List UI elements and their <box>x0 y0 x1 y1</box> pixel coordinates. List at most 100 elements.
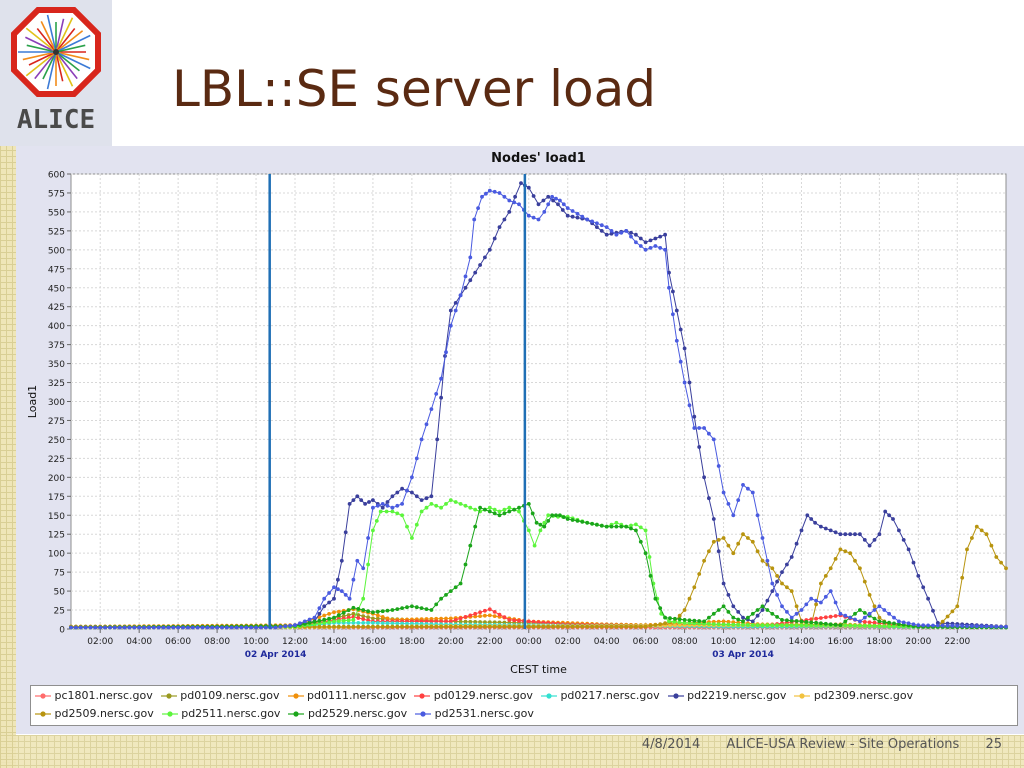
data-point <box>550 194 554 199</box>
data-point <box>419 437 424 442</box>
data-point <box>502 194 507 199</box>
data-point <box>205 625 210 630</box>
data-point <box>702 475 706 480</box>
data-point <box>434 619 439 624</box>
data-point <box>667 619 671 624</box>
data-point <box>634 240 638 245</box>
data-point <box>877 615 882 620</box>
x-tick-label: 10:00 <box>243 637 269 647</box>
data-point <box>156 625 161 630</box>
data-point <box>361 608 366 612</box>
data-point <box>400 621 404 626</box>
data-point <box>468 255 473 260</box>
data-point <box>678 327 683 332</box>
x-tick-label: 18:00 <box>399 637 425 647</box>
data-point <box>770 581 775 586</box>
data-point <box>804 602 809 607</box>
data-point <box>755 608 760 612</box>
data-point <box>595 522 599 527</box>
data-point <box>473 624 478 629</box>
data-point <box>711 539 716 544</box>
data-point <box>671 289 675 294</box>
data-point <box>643 528 648 533</box>
data-point <box>794 541 799 546</box>
legend-entry: pd2511.nersc.gov <box>161 707 280 720</box>
data-point <box>390 608 395 612</box>
data-point <box>775 593 779 597</box>
data-point <box>487 188 492 193</box>
y-tick-label: 175 <box>48 493 65 503</box>
data-point <box>678 359 683 364</box>
data-point <box>823 526 828 531</box>
data-point <box>819 616 823 620</box>
data-point <box>473 507 478 512</box>
data-point <box>473 524 478 529</box>
data-point <box>731 513 736 518</box>
data-point <box>332 615 336 620</box>
data-point <box>867 620 872 625</box>
data-point <box>463 285 468 290</box>
data-point <box>395 624 400 629</box>
y-tick-label: 300 <box>48 398 65 408</box>
data-point <box>405 605 409 610</box>
data-point <box>497 513 502 518</box>
data-point <box>336 587 340 592</box>
data-point <box>478 620 482 624</box>
data-point <box>813 520 817 525</box>
data-point <box>497 225 502 229</box>
data-point <box>435 437 440 442</box>
data-point <box>327 612 331 616</box>
data-point <box>473 614 478 619</box>
logo-ray <box>55 51 90 61</box>
y-tick-label: 150 <box>48 512 65 522</box>
y-tick-label: 375 <box>48 341 65 351</box>
data-point <box>877 604 882 609</box>
data-point <box>69 625 73 630</box>
data-point <box>317 624 322 629</box>
data-point <box>609 624 614 629</box>
data-point <box>716 622 721 627</box>
x-tick-label: 02:00 <box>555 637 581 647</box>
data-point <box>716 549 721 554</box>
data-point <box>770 611 775 616</box>
data-point <box>336 613 341 618</box>
data-point <box>414 456 419 461</box>
data-point <box>799 623 804 628</box>
data-point <box>760 604 765 609</box>
data-point <box>853 532 857 537</box>
data-point <box>911 622 916 627</box>
data-point <box>780 570 784 574</box>
data-point <box>647 555 652 559</box>
data-point <box>200 625 205 630</box>
data-point <box>390 505 395 510</box>
data-point <box>367 500 371 504</box>
x-tick-label: 12:00 <box>282 637 308 647</box>
x-tick-label: 18:00 <box>866 637 892 647</box>
data-point <box>117 625 122 630</box>
data-point <box>726 593 731 597</box>
data-point <box>619 624 624 629</box>
data-point <box>554 513 558 518</box>
data-point <box>385 616 390 621</box>
data-point <box>530 511 535 516</box>
data-point <box>877 624 882 628</box>
data-point <box>892 615 896 620</box>
data-point <box>955 604 960 609</box>
data-point <box>775 574 779 578</box>
data-point <box>687 596 692 601</box>
data-point <box>882 624 887 628</box>
data-point <box>502 511 507 516</box>
data-point <box>453 308 458 313</box>
data-point <box>984 532 989 537</box>
data-point <box>366 618 370 623</box>
data-point <box>351 498 356 502</box>
data-point <box>721 604 726 609</box>
data-point <box>892 624 896 629</box>
y-tick-label: 425 <box>48 303 65 313</box>
data-point <box>410 475 414 480</box>
x-tick-label: 02:00 <box>87 637 113 647</box>
data-point <box>965 547 969 552</box>
data-point <box>405 621 409 626</box>
decorative-grid-bottom <box>0 735 1024 768</box>
data-point <box>814 620 818 625</box>
